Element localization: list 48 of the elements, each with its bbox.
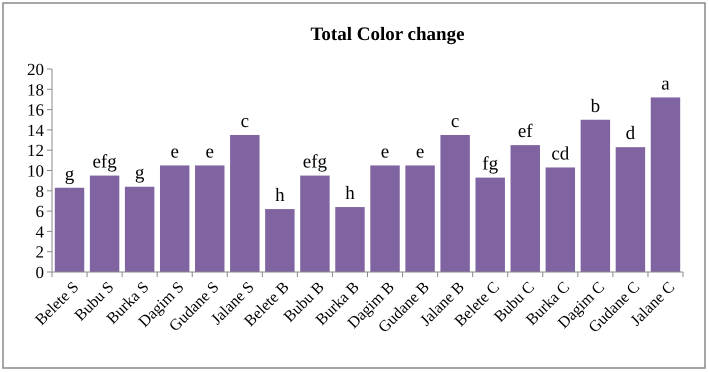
bar bbox=[54, 188, 84, 272]
bar bbox=[370, 165, 400, 272]
annotation: h bbox=[275, 185, 286, 206]
bar bbox=[580, 120, 610, 272]
y-tick-label: 8 bbox=[36, 182, 44, 201]
y-tick-label: 6 bbox=[36, 202, 44, 222]
annotation: g bbox=[64, 164, 75, 185]
chart-title: Total Color change bbox=[310, 24, 465, 45]
annotation: a bbox=[661, 73, 670, 94]
annotation: d bbox=[626, 123, 636, 144]
annotation: e bbox=[416, 141, 424, 162]
annotation: b bbox=[590, 96, 600, 117]
annotation: efg bbox=[302, 152, 328, 173]
annotation: e bbox=[380, 141, 390, 162]
y-tick-label: 18 bbox=[27, 80, 44, 100]
bar bbox=[405, 165, 435, 272]
bar bbox=[440, 134, 470, 272]
annotation: fg bbox=[482, 154, 499, 175]
bar bbox=[300, 176, 330, 272]
annotation: e bbox=[206, 141, 214, 162]
bar bbox=[265, 209, 295, 272]
annotation: e bbox=[170, 141, 179, 162]
bar bbox=[616, 147, 646, 272]
y-tick-label: 10 bbox=[27, 161, 44, 180]
annotation: cd bbox=[551, 143, 570, 164]
bar bbox=[230, 134, 260, 272]
y-tick-label: 16 bbox=[27, 100, 44, 120]
y-tick-label: 2 bbox=[36, 242, 44, 262]
bar bbox=[475, 178, 505, 272]
annotation: c bbox=[450, 110, 460, 132]
y-tick-label: 0 bbox=[36, 262, 44, 282]
y-tick-label: 14 bbox=[27, 120, 44, 140]
bar bbox=[510, 145, 540, 272]
annotation: c bbox=[240, 110, 250, 132]
y-tick-label: 4 bbox=[36, 222, 44, 242]
annotation: g bbox=[134, 162, 145, 184]
annotation: ef bbox=[518, 121, 534, 142]
bar bbox=[160, 165, 190, 272]
bar bbox=[195, 165, 224, 272]
bar bbox=[335, 207, 365, 272]
annotation: efg bbox=[92, 152, 118, 173]
bar bbox=[90, 176, 120, 272]
annotation: h bbox=[345, 183, 356, 204]
bar bbox=[650, 97, 680, 272]
y-tick-label: 20 bbox=[27, 60, 44, 79]
y-tick-label: 12 bbox=[27, 141, 44, 160]
bar bbox=[546, 167, 576, 272]
bar bbox=[124, 186, 154, 272]
